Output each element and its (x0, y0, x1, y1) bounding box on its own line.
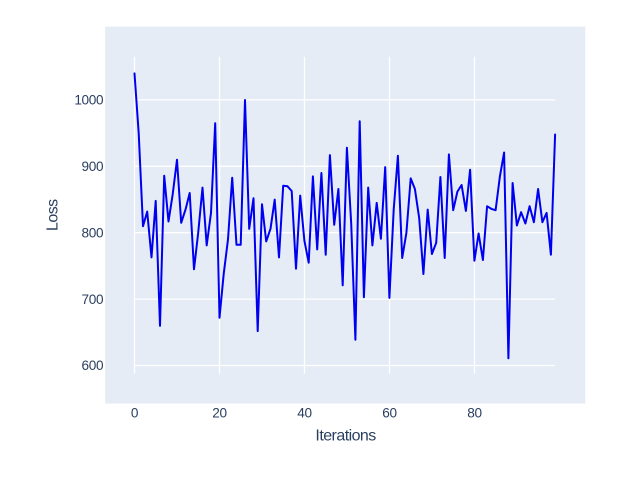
svg-text:Iterations: Iterations (315, 428, 376, 445)
svg-text:80: 80 (467, 405, 482, 420)
svg-text:40: 40 (297, 405, 312, 420)
svg-text:1000: 1000 (74, 93, 104, 108)
svg-text:900: 900 (82, 159, 104, 174)
svg-text:800: 800 (82, 225, 104, 240)
svg-text:600: 600 (82, 358, 104, 373)
svg-text:Loss: Loss (45, 199, 62, 231)
svg-text:700: 700 (82, 292, 104, 307)
svg-text:0: 0 (131, 405, 139, 420)
svg-text:20: 20 (212, 405, 227, 420)
svg-text:60: 60 (382, 405, 397, 420)
